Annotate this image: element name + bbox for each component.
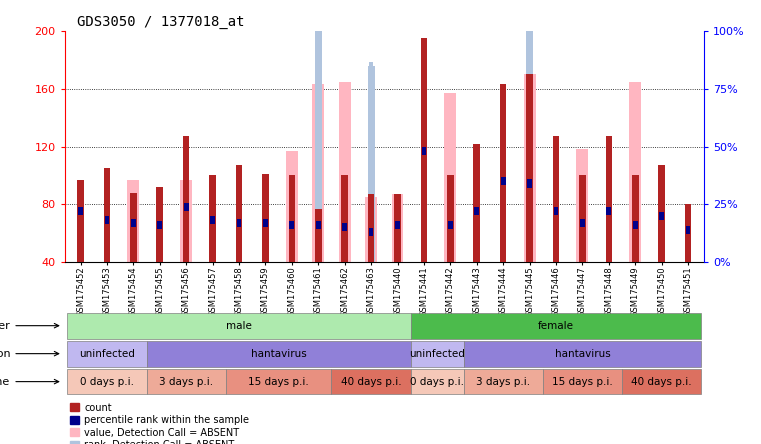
Text: GDS3050 / 1377018_at: GDS3050 / 1377018_at <box>78 15 245 29</box>
Bar <box>342 175 348 262</box>
Text: uninfected: uninfected <box>409 349 465 359</box>
Bar <box>411 369 463 394</box>
Bar <box>579 175 586 262</box>
Bar <box>369 62 373 70</box>
Bar <box>342 223 347 231</box>
Text: gender: gender <box>0 321 59 331</box>
Bar <box>104 216 110 225</box>
Text: 15 days p.i.: 15 days p.i. <box>248 377 309 387</box>
Text: 40 days p.i.: 40 days p.i. <box>341 377 401 387</box>
Bar <box>444 93 457 262</box>
Bar <box>236 165 242 262</box>
Bar <box>411 313 702 338</box>
Bar <box>368 66 374 262</box>
Bar <box>237 219 241 227</box>
Bar <box>633 221 638 229</box>
Bar <box>422 147 426 155</box>
Bar <box>130 193 137 262</box>
Bar <box>312 84 324 262</box>
Bar <box>501 177 505 185</box>
Bar <box>658 165 665 262</box>
Bar <box>77 180 84 262</box>
Text: 3 days p.i.: 3 days p.i. <box>159 377 213 387</box>
Bar <box>210 216 215 225</box>
Bar <box>524 75 536 262</box>
Bar <box>288 175 295 262</box>
Bar <box>606 136 612 262</box>
Legend: count, percentile rank within the sample, value, Detection Call = ABSENT, rank, : count, percentile rank within the sample… <box>69 403 249 444</box>
Bar <box>447 175 454 262</box>
Bar <box>659 212 664 220</box>
Text: 40 days p.i.: 40 days p.i. <box>632 377 692 387</box>
Text: male: male <box>226 321 252 331</box>
Bar <box>67 369 147 394</box>
Bar <box>157 187 163 262</box>
Bar <box>209 175 216 262</box>
Bar <box>78 207 83 215</box>
Bar <box>607 207 611 215</box>
Text: time: time <box>0 377 59 387</box>
Bar <box>527 75 533 262</box>
Bar <box>395 221 400 229</box>
Bar <box>448 221 453 229</box>
Bar <box>527 179 532 187</box>
Bar <box>339 82 351 262</box>
Bar <box>500 84 507 262</box>
Text: female: female <box>538 321 574 331</box>
Text: infection: infection <box>0 349 59 359</box>
Bar <box>316 0 320 5</box>
Text: uninfected: uninfected <box>79 349 135 359</box>
Bar <box>463 369 543 394</box>
Bar <box>67 341 147 366</box>
Bar <box>131 219 135 227</box>
Bar <box>474 207 479 215</box>
Bar <box>553 207 559 215</box>
Bar <box>392 194 403 262</box>
Bar <box>158 221 162 229</box>
Text: 0 days p.i.: 0 days p.i. <box>410 377 464 387</box>
Bar <box>543 369 622 394</box>
Bar <box>332 369 411 394</box>
Text: 3 days p.i.: 3 days p.i. <box>476 377 530 387</box>
Text: hantavirus: hantavirus <box>555 349 610 359</box>
Bar <box>632 175 638 262</box>
Bar <box>263 219 268 227</box>
Text: 0 days p.i.: 0 days p.i. <box>80 377 134 387</box>
Bar <box>622 369 702 394</box>
Bar <box>67 313 411 338</box>
Bar <box>315 209 322 262</box>
Bar <box>411 341 463 366</box>
Bar <box>473 144 480 262</box>
Bar <box>147 369 226 394</box>
Bar <box>686 226 690 234</box>
Bar <box>226 369 332 394</box>
Bar <box>183 136 189 262</box>
Bar <box>286 151 298 262</box>
Text: 15 days p.i.: 15 days p.i. <box>552 377 613 387</box>
Bar <box>577 150 588 262</box>
Bar <box>394 194 401 262</box>
Bar <box>369 228 374 236</box>
Bar <box>365 197 377 262</box>
Bar <box>463 341 702 366</box>
Bar <box>180 180 192 262</box>
Bar <box>580 219 584 227</box>
Bar <box>527 16 532 24</box>
Bar <box>147 341 411 366</box>
Bar <box>526 20 533 262</box>
Bar <box>184 202 189 210</box>
Bar <box>316 221 320 229</box>
Bar <box>103 168 110 262</box>
Bar <box>262 174 269 262</box>
Text: hantavirus: hantavirus <box>251 349 307 359</box>
Bar <box>127 180 139 262</box>
Bar <box>552 136 559 262</box>
Bar <box>421 38 427 262</box>
Bar <box>368 194 374 262</box>
Bar <box>289 221 295 229</box>
Bar <box>315 1 322 262</box>
Bar <box>685 204 692 262</box>
Bar <box>629 82 642 262</box>
